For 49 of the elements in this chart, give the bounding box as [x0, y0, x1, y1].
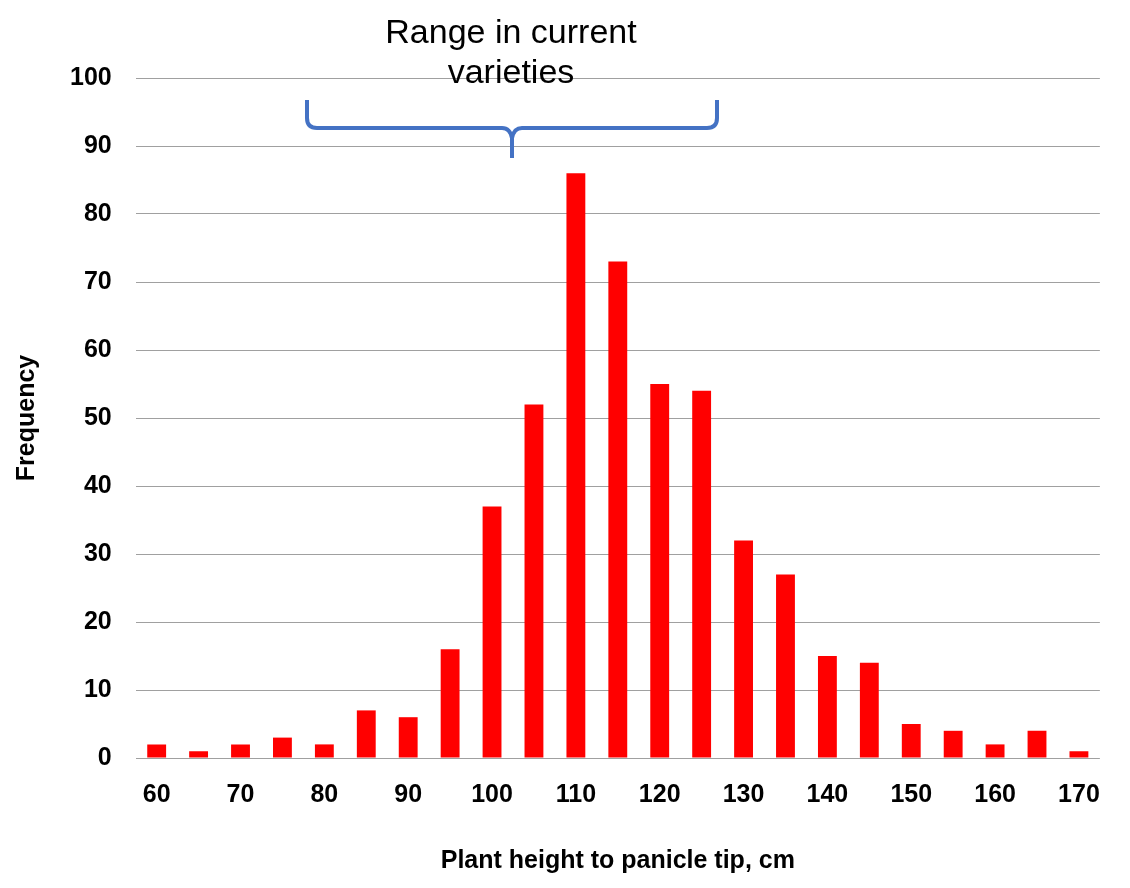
x-tick-label: 120 [638, 778, 681, 807]
x-tick-label: 80 [310, 778, 339, 807]
bar [566, 173, 586, 758]
y-axis-title: Frequency [10, 354, 39, 482]
bar [356, 710, 376, 758]
bar [901, 724, 921, 758]
x-tick-label: 140 [806, 778, 849, 807]
y-tick-label: 60 [83, 333, 112, 362]
bar [314, 744, 334, 758]
bar [273, 737, 292, 758]
bar [398, 717, 418, 758]
y-tick-label: 20 [83, 605, 112, 634]
bar [985, 744, 1005, 758]
y-tick-label: 50 [83, 401, 112, 430]
bar [147, 744, 167, 758]
x-tick-label: 110 [555, 778, 597, 807]
y-tick-label: 30 [83, 537, 112, 566]
bar [440, 649, 460, 758]
bar [231, 744, 250, 758]
bar [943, 730, 963, 758]
x-axis-title: Plant height to panicle tip, cm [440, 844, 795, 873]
bar [692, 390, 712, 758]
x-tick-label: 90 [394, 778, 423, 807]
x-tick-label: 170 [1058, 778, 1100, 807]
x-tick-label: 60 [142, 778, 171, 807]
y-tick-label: 40 [83, 469, 112, 498]
bar [189, 751, 209, 758]
y-tick-label: 100 [69, 61, 112, 90]
bar [776, 574, 795, 758]
y-tick-label: 70 [83, 265, 112, 294]
bar [859, 662, 879, 758]
bar [608, 261, 628, 758]
bar [1027, 730, 1047, 758]
y-tick-label: 10 [83, 673, 112, 702]
annotation: Range in current varieties [385, 12, 638, 91]
y-tick-label: 80 [83, 197, 112, 226]
y-tick-label: 0 [97, 741, 112, 770]
x-tick-label: 130 [722, 778, 765, 807]
bar [1069, 751, 1089, 758]
bar [734, 540, 753, 758]
x-tick-label: 100 [471, 778, 513, 807]
bar [650, 384, 670, 758]
bar [482, 506, 502, 758]
x-tick-label: 160 [974, 778, 1016, 807]
bar [817, 656, 837, 758]
y-tick-label: 90 [83, 129, 112, 158]
x-tick-label: 150 [890, 778, 933, 807]
x-tick-label: 70 [226, 778, 255, 807]
bar [524, 404, 544, 758]
